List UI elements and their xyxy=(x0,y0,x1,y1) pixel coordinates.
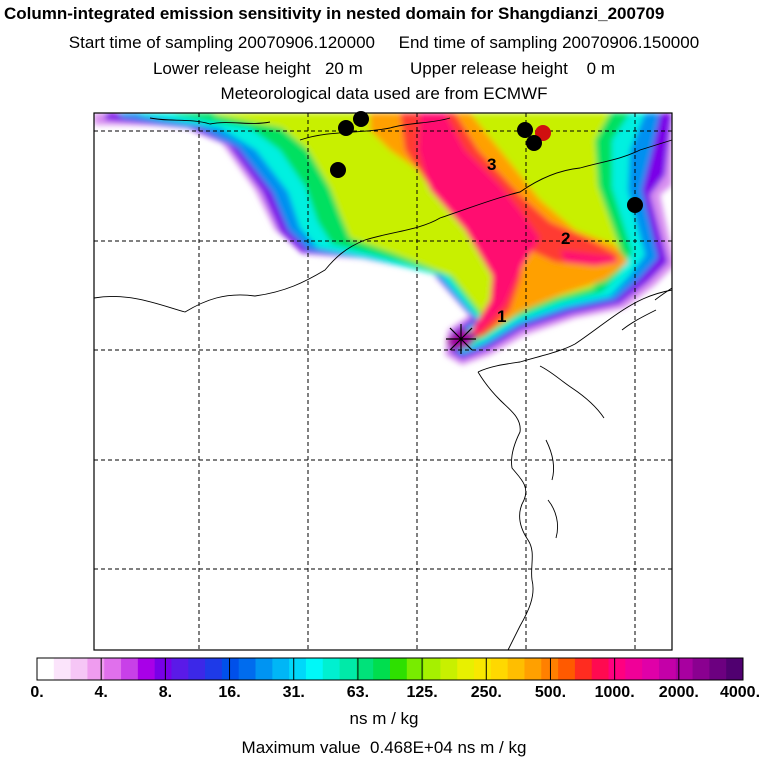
colorbar-swatch xyxy=(154,658,172,680)
coastlines xyxy=(93,117,673,651)
source-dot-icon xyxy=(517,122,533,138)
day-label-2: 2 xyxy=(561,229,570,248)
colorbar-swatch xyxy=(272,658,290,680)
colorbar-label: 63. xyxy=(346,684,370,701)
colorbar-label: 250. xyxy=(470,684,502,701)
colorbar-swatch xyxy=(658,658,677,680)
maximum-value: Maximum value 0.468E+04 ns m / kg xyxy=(241,738,527,757)
colorbar-swatch xyxy=(390,658,408,680)
source-dot-icon xyxy=(627,197,643,213)
colorbar-swatch xyxy=(591,658,610,680)
colorbar-swatch xyxy=(440,658,458,680)
source-dot-icon xyxy=(353,111,369,127)
colorbar-swatch xyxy=(457,658,475,680)
colorbar xyxy=(36,657,744,681)
colorbar-swatch xyxy=(490,658,509,680)
colorbar-swatch xyxy=(356,658,374,680)
colorbar-swatch xyxy=(642,658,660,680)
colorbar-swatch xyxy=(188,658,206,680)
source-dot-icon xyxy=(338,120,354,136)
colorbar-swatch xyxy=(709,658,727,680)
colorbar-swatch xyxy=(507,658,525,680)
sampling-time-line: Start time of sampling 20070906.120000 E… xyxy=(68,33,700,52)
release-height-line: Lower release height 20 m Upper release … xyxy=(152,59,616,78)
colorbar-label: 0. xyxy=(30,684,44,701)
colorbar-swatch xyxy=(608,658,626,680)
colorbar-swatch xyxy=(305,658,324,680)
colorbar-swatch xyxy=(238,658,257,680)
colorbar-swatch xyxy=(726,658,744,680)
colorbar-border xyxy=(36,657,744,681)
colorbar-swatch xyxy=(121,658,139,680)
colorbar-swatch xyxy=(692,658,710,680)
colorbar-label: 4. xyxy=(94,684,108,701)
colorbar-label: 31. xyxy=(282,684,305,701)
colorbar-swatch xyxy=(625,658,643,680)
colorbar-swatch xyxy=(675,658,694,680)
colorbar-label: 4000. xyxy=(719,684,761,701)
colorbar-swatch xyxy=(406,658,425,680)
colorbar-swatch xyxy=(171,658,189,680)
day-label-1: 1 xyxy=(497,307,506,326)
colorbar-label: 125. xyxy=(406,684,438,701)
contour-magenta xyxy=(418,113,540,338)
met-data-line: Meteorological data used are from ECMWF xyxy=(220,84,548,103)
colorbar-swatch xyxy=(255,658,273,680)
colorbar-label: 500. xyxy=(534,684,567,701)
colorbar-swatch xyxy=(373,658,391,680)
colorbar-swatch xyxy=(339,658,357,680)
colorbar-swatch xyxy=(104,658,122,680)
colorbar-swatch xyxy=(70,658,88,680)
colorbar-swatch xyxy=(87,658,105,680)
source-dots xyxy=(330,111,643,213)
colorbar-label: 1000. xyxy=(594,684,635,701)
colorbar-swatch xyxy=(289,658,307,680)
colorbar-swatch xyxy=(541,658,559,680)
colorbar-label: 8. xyxy=(158,684,173,701)
map-frame xyxy=(93,112,673,651)
sensitivity-field xyxy=(94,113,672,365)
colorbar-swatch xyxy=(474,658,492,680)
plot-title: Column-integrated emission sensitivity i… xyxy=(4,4,665,23)
source-dot-icon xyxy=(330,162,346,178)
colorbar-swatch xyxy=(558,658,576,680)
colorbar-swatch xyxy=(423,658,441,680)
colorbar-swatch xyxy=(53,658,72,680)
colorbar-swatch xyxy=(221,658,240,680)
colorbar-swatch xyxy=(322,658,341,680)
colorbar-label: 16. xyxy=(218,684,241,701)
colorbar-units: ns m / kg xyxy=(349,709,419,728)
source-dot-icon xyxy=(526,135,542,151)
colorbar-swatch xyxy=(37,658,55,680)
colorbar-swatch xyxy=(574,658,593,680)
colorbar-swatch xyxy=(137,658,156,680)
lat-lon-grid xyxy=(94,113,672,650)
colorbar-label: 2000. xyxy=(658,684,699,701)
colorbar-swatch xyxy=(524,658,542,680)
day-label-3: 3 xyxy=(487,155,496,174)
receptor-star-icon xyxy=(446,324,476,354)
colorbar-swatch xyxy=(205,658,223,680)
contour-magenta-patch xyxy=(560,250,620,266)
